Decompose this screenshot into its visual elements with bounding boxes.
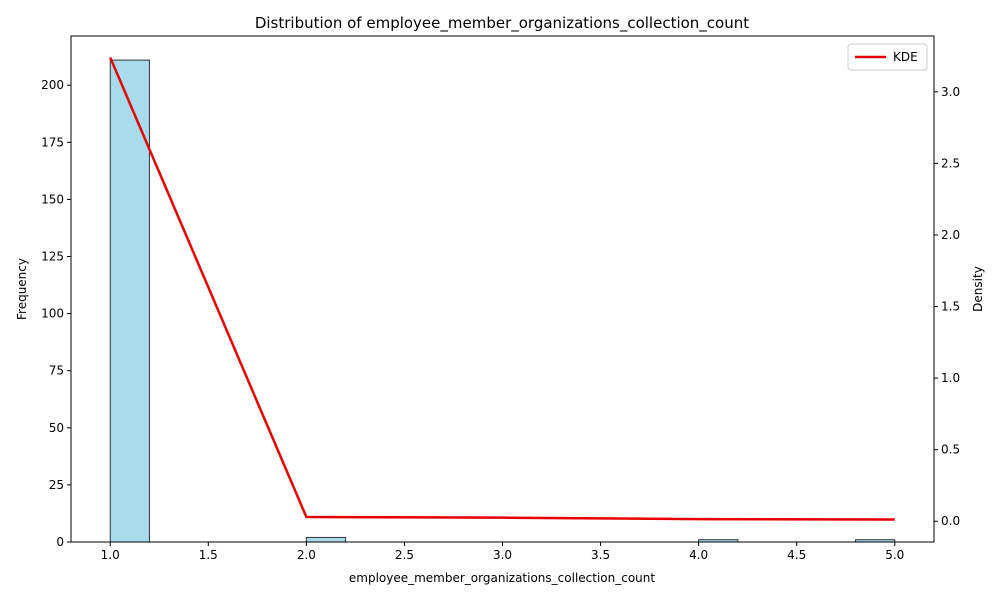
y-tick-label-6: 150 [41,192,64,206]
y-axis-label: Frequency [15,258,29,320]
y2-tick-label-4: 2.0 [941,228,960,242]
x-tick-label-4: 3.0 [493,548,512,562]
legend-box [847,43,928,71]
histogram-bar-1 [305,536,347,543]
legend-kde-label: KDE [893,50,918,64]
y2-tick-label-3: 1.5 [941,300,960,314]
x-tick-label-8: 5.0 [885,548,904,562]
histogram-bars [109,59,896,543]
histogram-bar-0 [109,59,150,543]
y2-tick-label-5: 2.5 [941,156,960,170]
y-tick-label-4: 100 [41,307,64,321]
y-axis-left: 0 25 50 75 100 125 150 175 200 [41,78,71,549]
x-axis-label: employee_member_organizations_collection… [349,571,656,585]
y2-tick-label-6: 3.0 [941,85,960,99]
y-tick-label-1: 25 [49,478,64,492]
y2-tick-label-1: 0.5 [941,443,960,457]
x-tick-label-2: 2.0 [297,548,316,562]
y2-axis-label: Density [971,266,985,312]
y2-tick-label-2: 1.0 [941,371,960,385]
plot-frame [70,35,935,543]
legend: KDE [847,43,928,71]
y-tick-label-7: 175 [41,135,64,149]
x-tick-label-0: 1.0 [101,548,120,562]
y-tick-label-5: 125 [41,250,64,264]
x-tick-label-6: 4.0 [689,548,708,562]
x-tick-label-5: 3.5 [591,548,610,562]
y-tick-label-3: 75 [49,364,64,378]
chart-title: Distribution of employee_member_organiza… [255,14,749,33]
y-tick-label-2: 50 [49,421,64,435]
y-tick-label-8: 200 [41,78,64,92]
kde-line-layer [109,56,895,521]
y2-tick-label-0: 0.0 [941,514,960,528]
kde-line-0 [109,56,895,521]
y-axis-right: 0.0 0.5 1.0 1.5 2.0 2.5 3.0 [934,85,960,528]
x-axis: 1.0 1.5 2.0 2.5 3.0 3.5 4.0 4.5 5.0 [101,542,904,562]
x-tick-label-1: 1.5 [199,548,218,562]
y-tick-label-0: 0 [56,535,64,549]
x-tick-label-3: 2.5 [395,548,414,562]
x-tick-label-7: 4.5 [787,548,806,562]
